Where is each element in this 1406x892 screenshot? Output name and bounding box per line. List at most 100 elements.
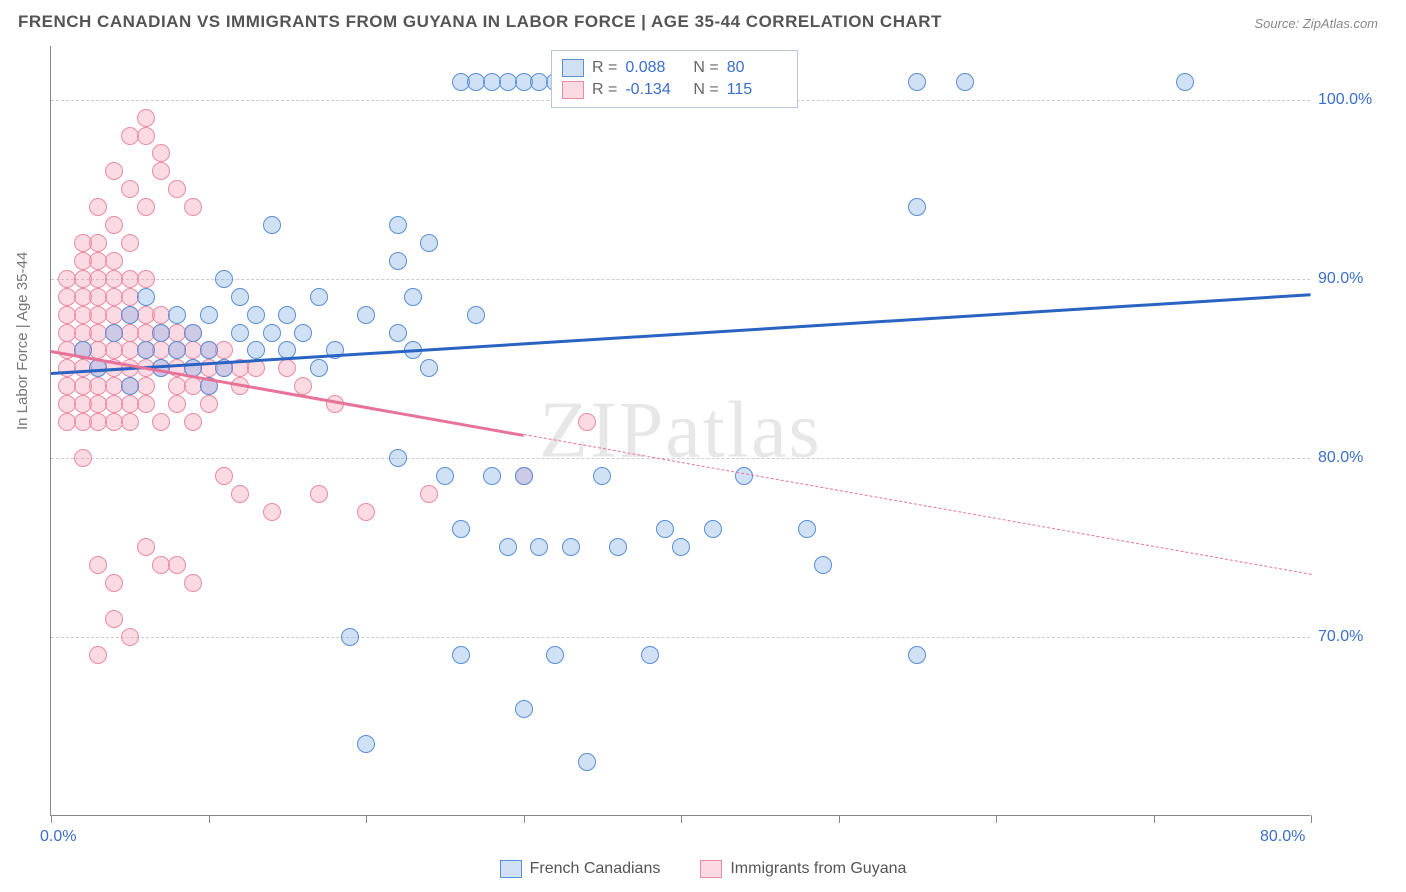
scatter-point (956, 73, 974, 91)
scatter-point (137, 538, 155, 556)
trend-line (523, 434, 1311, 575)
scatter-point (105, 252, 123, 270)
gridline (51, 458, 1310, 459)
scatter-point (137, 198, 155, 216)
legend-swatch (562, 59, 584, 77)
scatter-point (389, 324, 407, 342)
scatter-point (263, 324, 281, 342)
scatter-point (137, 270, 155, 288)
scatter-point (168, 341, 186, 359)
scatter-point (231, 485, 249, 503)
scatter-point (121, 180, 139, 198)
scatter-point (152, 162, 170, 180)
scatter-point (263, 503, 281, 521)
legend-swatch (700, 860, 722, 878)
scatter-point (231, 288, 249, 306)
scatter-point (263, 216, 281, 234)
scatter-point (420, 485, 438, 503)
scatter-point (483, 467, 501, 485)
scatter-point (814, 556, 832, 574)
stats-row: R =-0.134N =115 (562, 79, 787, 101)
scatter-point (357, 503, 375, 521)
scatter-point (89, 646, 107, 664)
scatter-point (389, 216, 407, 234)
scatter-point (231, 324, 249, 342)
scatter-point (200, 395, 218, 413)
scatter-point (310, 288, 328, 306)
scatter-point (672, 538, 690, 556)
scatter-point (200, 341, 218, 359)
scatter-point (908, 73, 926, 91)
scatter-point (452, 520, 470, 538)
y-tick-label: 80.0% (1318, 449, 1388, 467)
scatter-point (121, 306, 139, 324)
x-tick (1154, 815, 1155, 823)
scatter-point (310, 359, 328, 377)
scatter-point (609, 538, 627, 556)
legend-swatch (562, 81, 584, 99)
scatter-point (105, 574, 123, 592)
scatter-point (546, 646, 564, 664)
scatter-point (121, 127, 139, 145)
scatter-point (735, 467, 753, 485)
legend-item: Immigrants from Guyana (700, 860, 906, 878)
scatter-point (168, 556, 186, 574)
scatter-point (121, 413, 139, 431)
scatter-point (467, 306, 485, 324)
y-axis-label: In Labor Force | Age 35-44 (14, 252, 31, 430)
scatter-point (200, 306, 218, 324)
scatter-point (89, 198, 107, 216)
y-tick-label: 100.0% (1318, 91, 1388, 109)
x-tick (51, 815, 52, 823)
scatter-point (420, 359, 438, 377)
scatter-point (89, 234, 107, 252)
legend-label: Immigrants from Guyana (730, 860, 906, 878)
scatter-point (58, 413, 76, 431)
scatter-point (137, 341, 155, 359)
x-tick (366, 815, 367, 823)
n-value: 80 (727, 59, 787, 77)
scatter-point (436, 467, 454, 485)
scatter-point (798, 520, 816, 538)
r-label: R = (592, 81, 617, 99)
y-tick-label: 90.0% (1318, 270, 1388, 288)
scatter-point (215, 270, 233, 288)
legend-label: French Canadians (530, 860, 661, 878)
scatter-point (152, 324, 170, 342)
scatter-point (294, 377, 312, 395)
stats-row: R =0.088N =80 (562, 57, 787, 79)
scatter-point (168, 180, 186, 198)
r-label: R = (592, 59, 617, 77)
scatter-point (420, 234, 438, 252)
x-tick (524, 815, 525, 823)
scatter-point (656, 520, 674, 538)
x-tick (839, 815, 840, 823)
scatter-point (908, 198, 926, 216)
chart-title: FRENCH CANADIAN VS IMMIGRANTS FROM GUYAN… (18, 12, 942, 32)
scatter-point (184, 574, 202, 592)
bottom-legend: French Canadians Immigrants from Guyana (0, 860, 1406, 878)
scatter-point (184, 413, 202, 431)
scatter-point (357, 306, 375, 324)
scatter-point (530, 538, 548, 556)
scatter-point (215, 341, 233, 359)
scatter-point (168, 306, 186, 324)
scatter-point (341, 628, 359, 646)
scatter-point (278, 359, 296, 377)
scatter-point (578, 413, 596, 431)
scatter-point (121, 377, 139, 395)
x-tick (209, 815, 210, 823)
scatter-point (137, 109, 155, 127)
scatter-point (1176, 73, 1194, 91)
scatter-point (641, 646, 659, 664)
scatter-point (74, 234, 92, 252)
gridline (51, 637, 1310, 638)
scatter-point (704, 520, 722, 538)
source-credit: Source: ZipAtlas.com (1254, 16, 1378, 31)
scatter-point (389, 252, 407, 270)
scatter-point (515, 700, 533, 718)
scatter-point (294, 324, 312, 342)
scatter-point (105, 610, 123, 628)
n-label: N = (693, 59, 718, 77)
scatter-point (137, 288, 155, 306)
